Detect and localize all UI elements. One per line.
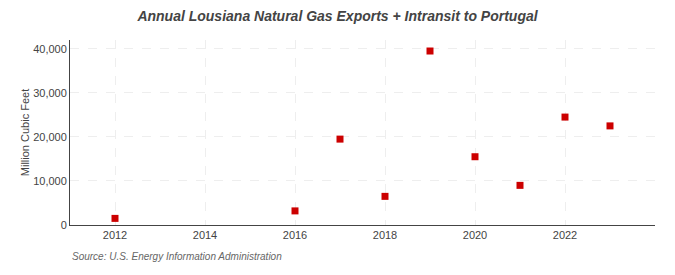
svg-text:0: 0 <box>61 219 67 231</box>
svg-text:40,000: 40,000 <box>33 43 67 55</box>
svg-text:2020: 2020 <box>463 229 487 241</box>
svg-text:20,000: 20,000 <box>33 131 67 143</box>
svg-text:2014: 2014 <box>193 229 217 241</box>
svg-text:2022: 2022 <box>553 229 577 241</box>
svg-text:Source: U.S. Energy Informatio: Source: U.S. Energy Information Administ… <box>72 251 282 262</box>
svg-text:30,000: 30,000 <box>33 87 67 99</box>
svg-text:Million Cubic Feet: Million Cubic Feet <box>19 89 31 176</box>
svg-text:Annual Lousiana Natural Gas Ex: Annual Lousiana Natural Gas Exports + In… <box>136 8 538 24</box>
svg-text:10,000: 10,000 <box>33 175 67 187</box>
svg-text:2016: 2016 <box>283 229 307 241</box>
svg-text:2018: 2018 <box>373 229 397 241</box>
svg-text:2012: 2012 <box>103 229 127 241</box>
